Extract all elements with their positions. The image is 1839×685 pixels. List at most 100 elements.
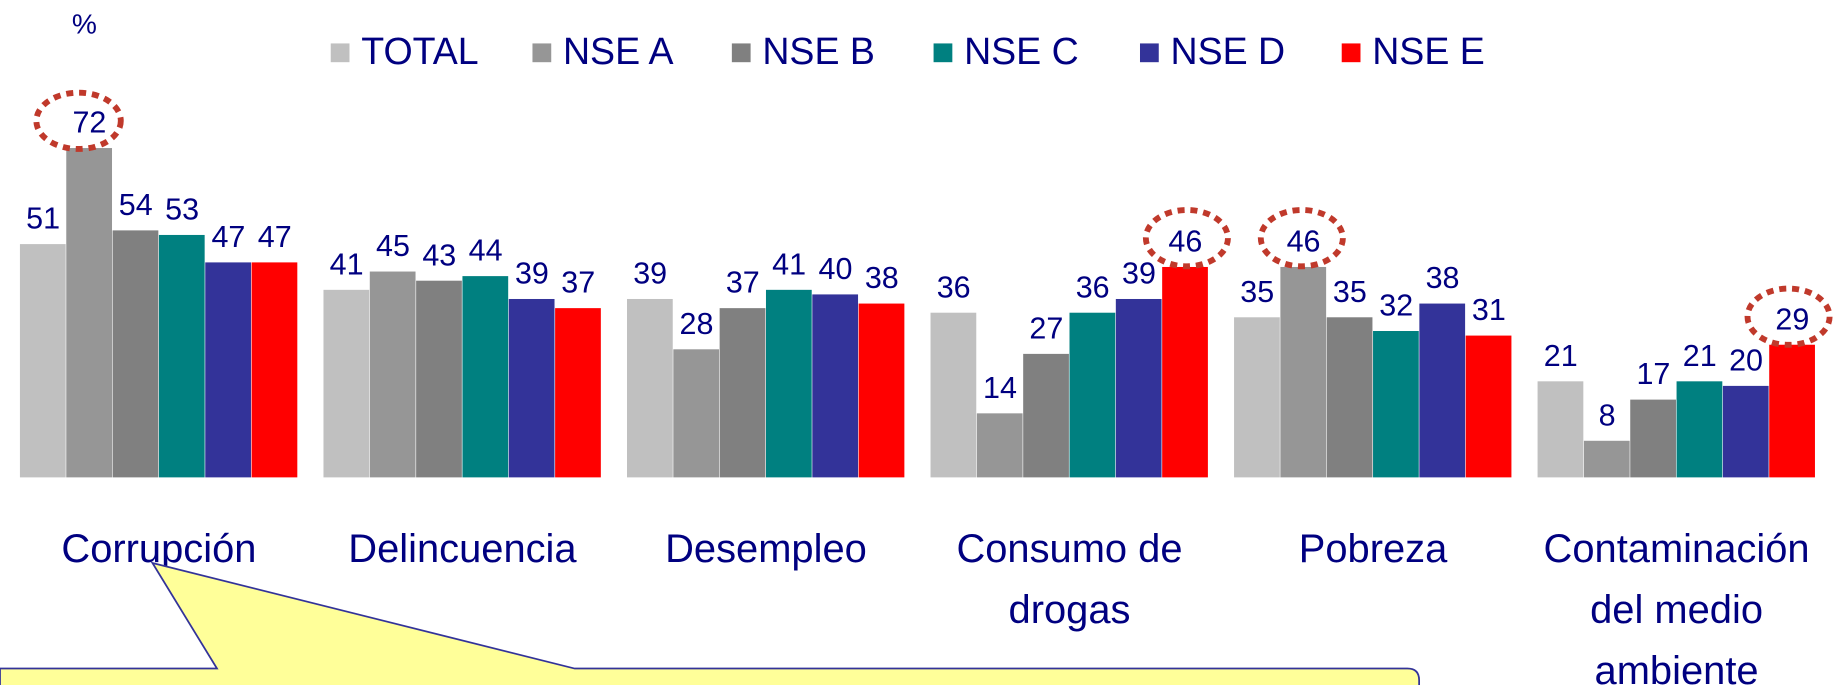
legend-swatch: [1341, 43, 1361, 63]
bar: [555, 308, 601, 478]
x-tick-label-box: Delincuencia: [348, 526, 577, 572]
value-label: 36: [937, 270, 971, 304]
bar: [858, 303, 905, 478]
bar: [323, 289, 370, 478]
value-label: 41: [772, 247, 806, 281]
value-label: 38: [1426, 261, 1460, 295]
bar: [112, 230, 159, 478]
bar: [158, 234, 205, 478]
bar: [251, 262, 298, 478]
value-label: 45: [376, 229, 410, 263]
legend-label: NSE A: [563, 30, 674, 72]
value-label: 46: [1168, 225, 1202, 259]
value-label: 17: [1636, 357, 1670, 391]
legend-label: NSE E: [1372, 30, 1485, 72]
bar: [626, 298, 673, 478]
value-label: 21: [1544, 339, 1578, 373]
legend-label: NSE C: [964, 30, 1079, 72]
value-label: 47: [211, 220, 245, 254]
bar: [719, 308, 766, 478]
value-label: 39: [515, 257, 549, 291]
value-label: 27: [1029, 311, 1063, 345]
value-label: 32: [1379, 289, 1413, 323]
value-label: 51: [26, 202, 60, 236]
value-label: 35: [1240, 275, 1274, 309]
highlight-circle: [1142, 207, 1231, 270]
highlight-circle: [33, 89, 124, 152]
value-label: 28: [680, 307, 714, 341]
value-label: 38: [865, 261, 899, 295]
bar: [1115, 298, 1162, 478]
plot: TOTAL NSE A NSE B NSE C NSE D NSE E 51 72 54 53 47…: [19, 30, 1815, 685]
value-label: 43: [422, 238, 456, 272]
value-label: 46: [1287, 225, 1321, 259]
bar: [1676, 381, 1723, 478]
bar: [416, 280, 462, 478]
bar: [1419, 303, 1466, 478]
bar: [369, 271, 416, 478]
bar: [1326, 317, 1373, 478]
bar: [1023, 353, 1069, 478]
bar: [1069, 312, 1116, 478]
x-tick-label: Desempleo: [665, 526, 867, 572]
legend-swatch: [731, 43, 751, 63]
y-axis-label: %: [72, 8, 97, 39]
legend-swatch: [330, 43, 350, 63]
value-label: 39: [1122, 257, 1156, 291]
bar: [976, 413, 1023, 478]
value-label: 39: [633, 257, 667, 291]
bar: [1722, 385, 1769, 478]
highlights: [33, 89, 1833, 348]
legend-label: NSE B: [762, 30, 875, 72]
value-label: 53: [165, 193, 199, 227]
x-tick-label: Pobreza: [1298, 526, 1448, 572]
x-tick-label: Contaminación del medio ambiente: [1543, 526, 1810, 685]
x-tick-label-box: Contaminación del medio ambiente: [1543, 526, 1810, 685]
bar: [1373, 331, 1419, 478]
callout: [0, 561, 1421, 685]
bar: [1769, 344, 1815, 478]
legend-label: NSE D: [1170, 30, 1285, 72]
value-label: 72: [72, 106, 106, 140]
bar: [1465, 335, 1512, 478]
legend-swatch: [532, 43, 552, 63]
bar: [66, 148, 113, 478]
bar: [1583, 440, 1630, 478]
x-tick-label-box: Consumo de drogas: [956, 526, 1183, 633]
bar: [1280, 266, 1327, 478]
highlight-circle: [1744, 285, 1833, 348]
highlight-circle: [1257, 207, 1346, 270]
bar: [1630, 399, 1676, 478]
value-label: 35: [1333, 275, 1367, 309]
bar: [765, 289, 812, 478]
bar: [462, 276, 509, 478]
bar: [1234, 317, 1280, 478]
value-label: 29: [1775, 302, 1809, 336]
value-label: 54: [119, 188, 153, 222]
bar: [19, 244, 66, 478]
value-label: 37: [726, 266, 760, 300]
legend-label: TOTAL: [361, 30, 478, 72]
bar: [930, 312, 977, 478]
value-label: 41: [330, 247, 364, 281]
value-label: 37: [561, 266, 595, 300]
value-label: 14: [983, 371, 1017, 405]
x-tick-label-box: Desempleo: [665, 526, 867, 572]
value-label: 8: [1599, 398, 1616, 432]
value-label: 31: [1472, 293, 1506, 327]
value-label: 36: [1076, 270, 1110, 304]
bar: [673, 349, 720, 478]
value-label: 21: [1683, 339, 1717, 373]
value-label: 20: [1729, 343, 1763, 377]
value-label: 44: [469, 234, 503, 268]
bar: [812, 294, 859, 478]
x-tick-label: Consumo de drogas: [956, 526, 1183, 633]
value-label: 40: [819, 252, 853, 286]
bar: [508, 298, 555, 478]
bar: [1537, 381, 1584, 478]
bar: [205, 262, 251, 478]
legend-swatch: [1139, 43, 1159, 63]
x-tick-label: Delincuencia: [348, 526, 577, 572]
value-label: 47: [258, 220, 292, 254]
